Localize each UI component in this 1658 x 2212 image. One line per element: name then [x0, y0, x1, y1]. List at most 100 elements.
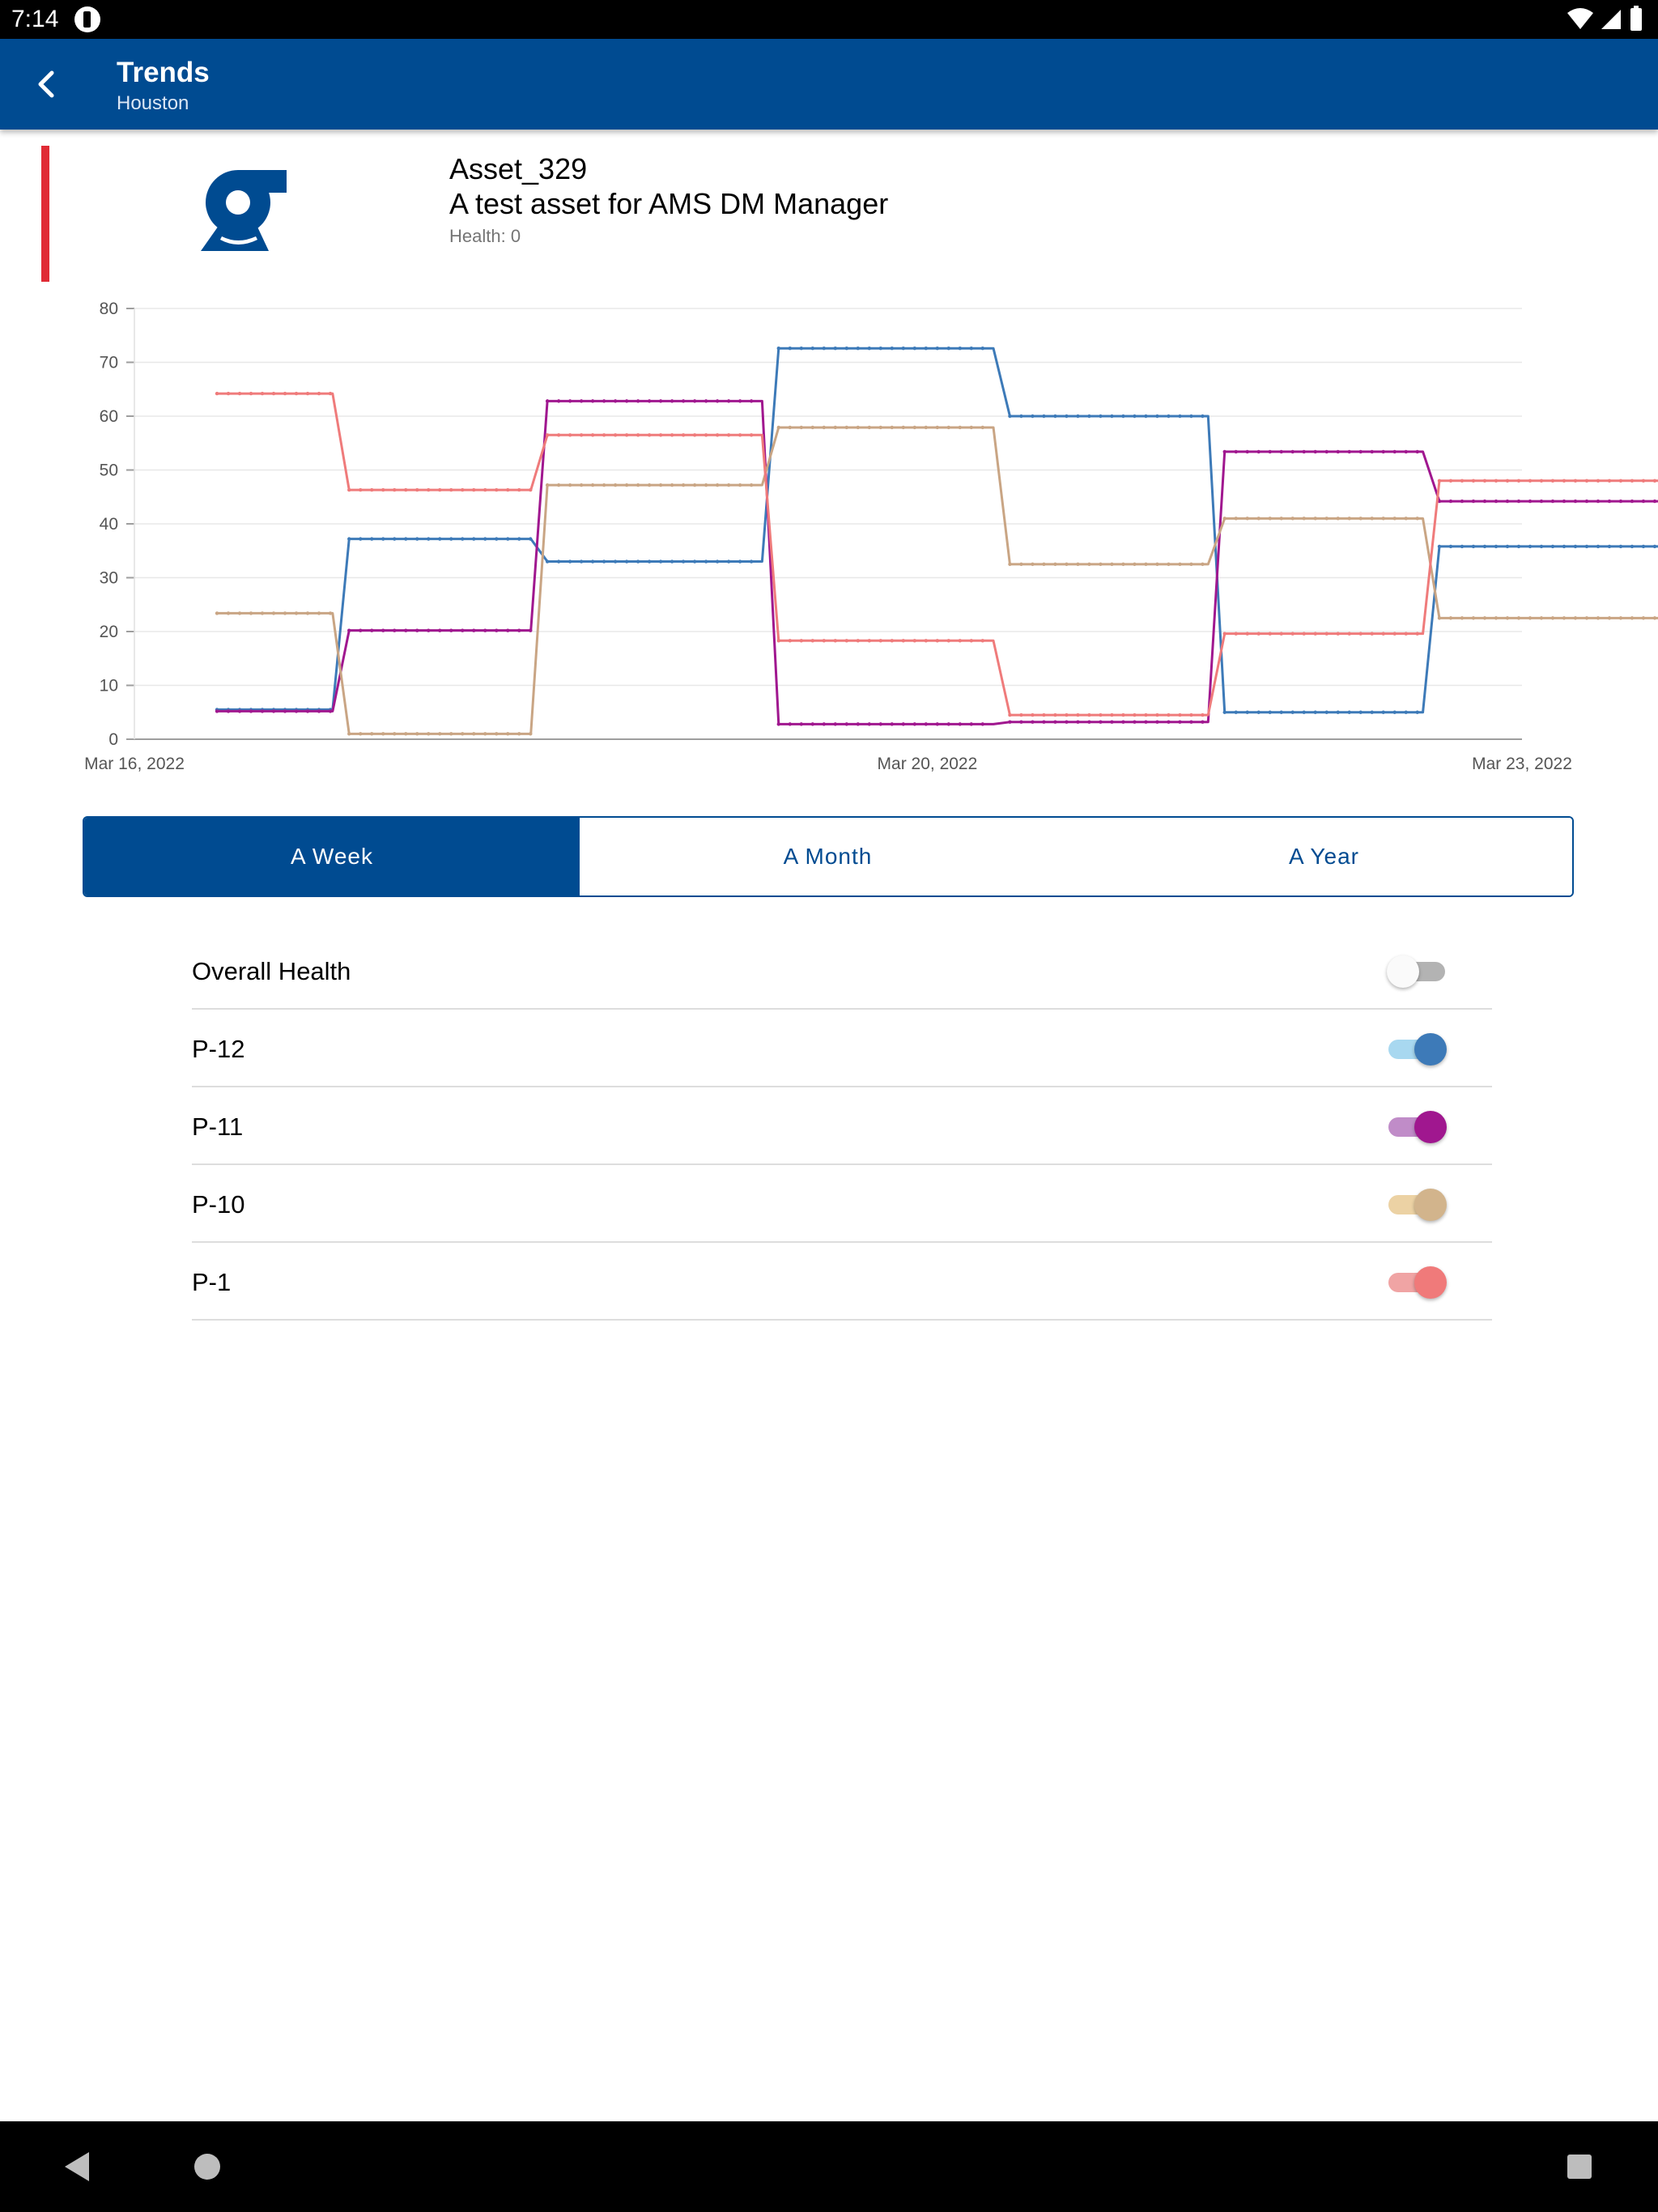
- nav-recents-icon[interactable]: [1567, 2155, 1592, 2179]
- series-point: [260, 391, 265, 396]
- series-point: [1222, 449, 1226, 454]
- series-point: [381, 487, 385, 492]
- series-point: [901, 425, 905, 430]
- series-point: [810, 639, 814, 643]
- nav-back-icon[interactable]: [63, 2150, 91, 2187]
- series-point: [1573, 544, 1578, 549]
- series-point: [249, 709, 253, 713]
- series-point: [1099, 720, 1103, 724]
- series-point: [1279, 710, 1283, 714]
- series-point: [427, 628, 431, 632]
- overall-health-switch[interactable]: [1387, 955, 1447, 988]
- series-point: [529, 537, 533, 541]
- series-point: [328, 391, 333, 396]
- series-point: [317, 611, 321, 615]
- series-point: [935, 639, 939, 643]
- series-point: [438, 487, 442, 492]
- series-point: [822, 639, 826, 643]
- series-point: [1121, 562, 1125, 567]
- series-point: [1110, 562, 1114, 567]
- series-point: [1607, 479, 1612, 483]
- series-point: [483, 487, 487, 492]
- series-point: [901, 639, 905, 643]
- series-point: [449, 628, 453, 632]
- series-point: [658, 399, 663, 403]
- series-point: [1539, 616, 1544, 620]
- series-point: [1494, 499, 1499, 504]
- series-point: [1167, 414, 1171, 419]
- series-point: [1167, 562, 1171, 567]
- series-point: [1370, 632, 1374, 636]
- series-point: [602, 399, 606, 403]
- series-point: [878, 639, 882, 643]
- p-12-switch[interactable]: [1387, 1033, 1447, 1066]
- series-point: [305, 611, 310, 615]
- series-point: [1336, 449, 1340, 454]
- series-point: [810, 347, 814, 351]
- series-point: [1189, 414, 1193, 419]
- series-point: [969, 425, 973, 430]
- series-point: [1630, 499, 1635, 504]
- series-point: [529, 628, 533, 632]
- series-point: [647, 559, 652, 564]
- series-point: [556, 559, 561, 564]
- series-point: [1358, 517, 1363, 521]
- series-point: [1110, 414, 1114, 419]
- series-point: [946, 425, 950, 430]
- series-point: [359, 487, 363, 492]
- p-1-switch[interactable]: [1387, 1266, 1447, 1299]
- series-point: [271, 611, 276, 615]
- series-point: [590, 559, 595, 564]
- series-point: [969, 639, 973, 643]
- series-point: [1155, 713, 1159, 717]
- series-point: [1121, 713, 1125, 717]
- series-point: [427, 732, 431, 736]
- series-point: [1516, 544, 1521, 549]
- series-point: [1471, 499, 1476, 504]
- series-point: [1053, 720, 1057, 724]
- series-point: [393, 487, 397, 492]
- series-point: [1133, 414, 1137, 419]
- series-point: [1167, 713, 1171, 717]
- tab-a-year[interactable]: A Year: [1076, 818, 1572, 895]
- series-point: [749, 433, 754, 437]
- series-point: [1302, 710, 1306, 714]
- p-10-switch[interactable]: [1387, 1189, 1447, 1221]
- battery-icon: [1630, 6, 1642, 31]
- series-point: [776, 425, 780, 430]
- series-point: [946, 722, 950, 726]
- tab-a-week[interactable]: A Week: [84, 818, 580, 895]
- series-point: [472, 732, 476, 736]
- series-point: [1630, 616, 1635, 620]
- series-point: [1189, 713, 1193, 717]
- series-point: [1076, 720, 1080, 724]
- series-point: [226, 391, 231, 396]
- series-point: [738, 483, 742, 487]
- p-11-switch[interactable]: [1387, 1111, 1447, 1143]
- series-point: [1087, 414, 1091, 419]
- series-point: [624, 483, 629, 487]
- series-point: [427, 537, 431, 541]
- series-point: [1347, 449, 1351, 454]
- series-point: [495, 628, 499, 632]
- back-arrow-icon[interactable]: [29, 66, 65, 102]
- series-point: [1381, 710, 1385, 714]
- series-point: [1065, 414, 1069, 419]
- series-point: [1110, 713, 1114, 717]
- series-point: [1505, 479, 1510, 483]
- series-point: [1178, 713, 1182, 717]
- series-point: [1392, 517, 1397, 521]
- series-point: [958, 347, 962, 351]
- series-point: [1178, 562, 1182, 567]
- series-point: [438, 537, 442, 541]
- series-point: [215, 611, 219, 615]
- series-point: [415, 487, 419, 492]
- series-point: [283, 391, 287, 396]
- nav-home-icon[interactable]: [194, 2154, 220, 2180]
- tab-a-month[interactable]: A Month: [580, 818, 1076, 895]
- series-point: [1336, 517, 1340, 521]
- series-point: [1652, 479, 1657, 483]
- series-point: [958, 639, 962, 643]
- series-point: [1155, 720, 1159, 724]
- series-point: [1155, 414, 1159, 419]
